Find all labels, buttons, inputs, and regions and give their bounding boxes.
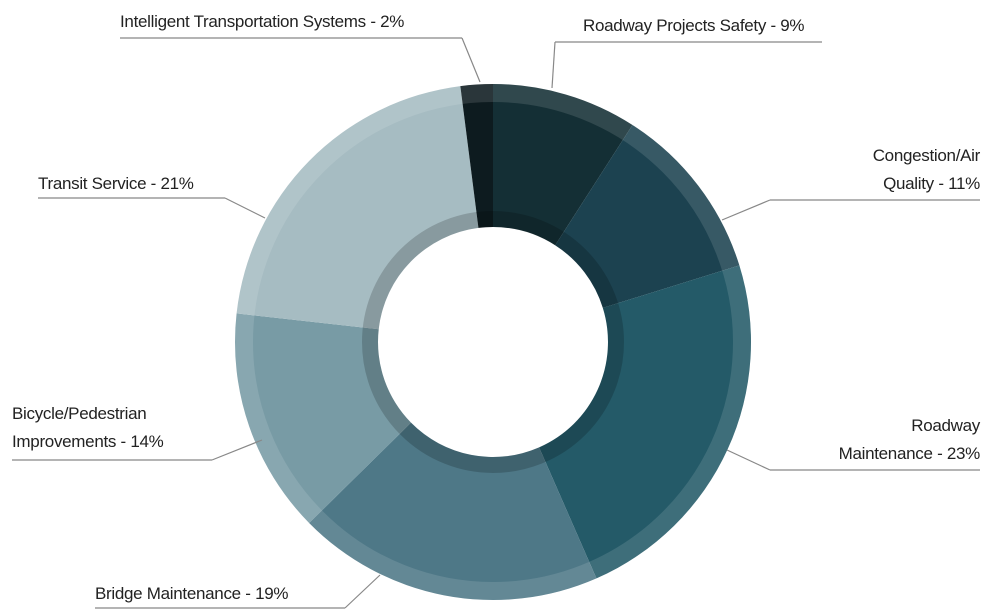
category-name: Transit Service — [38, 174, 147, 193]
leader-line — [224, 197, 266, 219]
slice-label: Congestion/Air Quality - 11% — [840, 142, 981, 198]
donut-slice — [235, 313, 412, 523]
slice-label: Bridge Maintenance - 19% — [95, 580, 355, 608]
separator: - — [245, 584, 251, 603]
slice-label: Roadway Maintenance - 23% — [818, 412, 981, 468]
donut-slice — [460, 84, 493, 228]
category-name: Bicycle/Pedestrian Improvements — [12, 404, 147, 451]
donut-slice — [493, 84, 633, 246]
outer-ring — [235, 84, 751, 600]
separator: - — [938, 174, 944, 193]
separator: - — [120, 432, 127, 451]
donut-slice — [555, 124, 740, 308]
category-name: Congestion/Air Quality — [872, 146, 981, 193]
category-name: Roadway Projects Safety — [583, 16, 767, 35]
category-name: Roadway Maintenance — [838, 416, 981, 463]
donut-slice — [539, 265, 751, 579]
slice-label: Bicycle/Pedestrian Improvements - 14% — [12, 400, 190, 456]
value-label: 9% — [780, 16, 805, 35]
slice-label: Transit Service - 21% — [38, 170, 278, 198]
leader-line — [461, 37, 481, 83]
donut-slice — [236, 86, 479, 330]
value-label: 14% — [130, 432, 164, 451]
category-name: Bridge Maintenance — [95, 584, 241, 603]
leader-line — [211, 439, 263, 461]
value-label: 19% — [255, 584, 289, 603]
separator: - — [770, 16, 776, 35]
value-label: 2% — [380, 12, 405, 31]
value-label: 23% — [946, 444, 980, 463]
leader-line — [344, 574, 381, 609]
leader-line — [721, 199, 771, 221]
slice-label: Roadway Projects Safety - 9% — [583, 12, 843, 40]
separator: - — [370, 12, 376, 31]
separator: - — [150, 174, 157, 193]
donut-slice — [309, 422, 597, 600]
inner-ring — [362, 211, 624, 473]
value-label: 11% — [948, 174, 980, 193]
value-label: 21% — [160, 174, 194, 193]
separator: - — [937, 444, 943, 463]
leader-line — [726, 449, 771, 471]
leader-line — [551, 41, 556, 89]
slice-label: Intelligent Transportation Systems - 2% — [120, 8, 480, 36]
category-name: Intelligent Transportation Systems — [120, 12, 366, 31]
